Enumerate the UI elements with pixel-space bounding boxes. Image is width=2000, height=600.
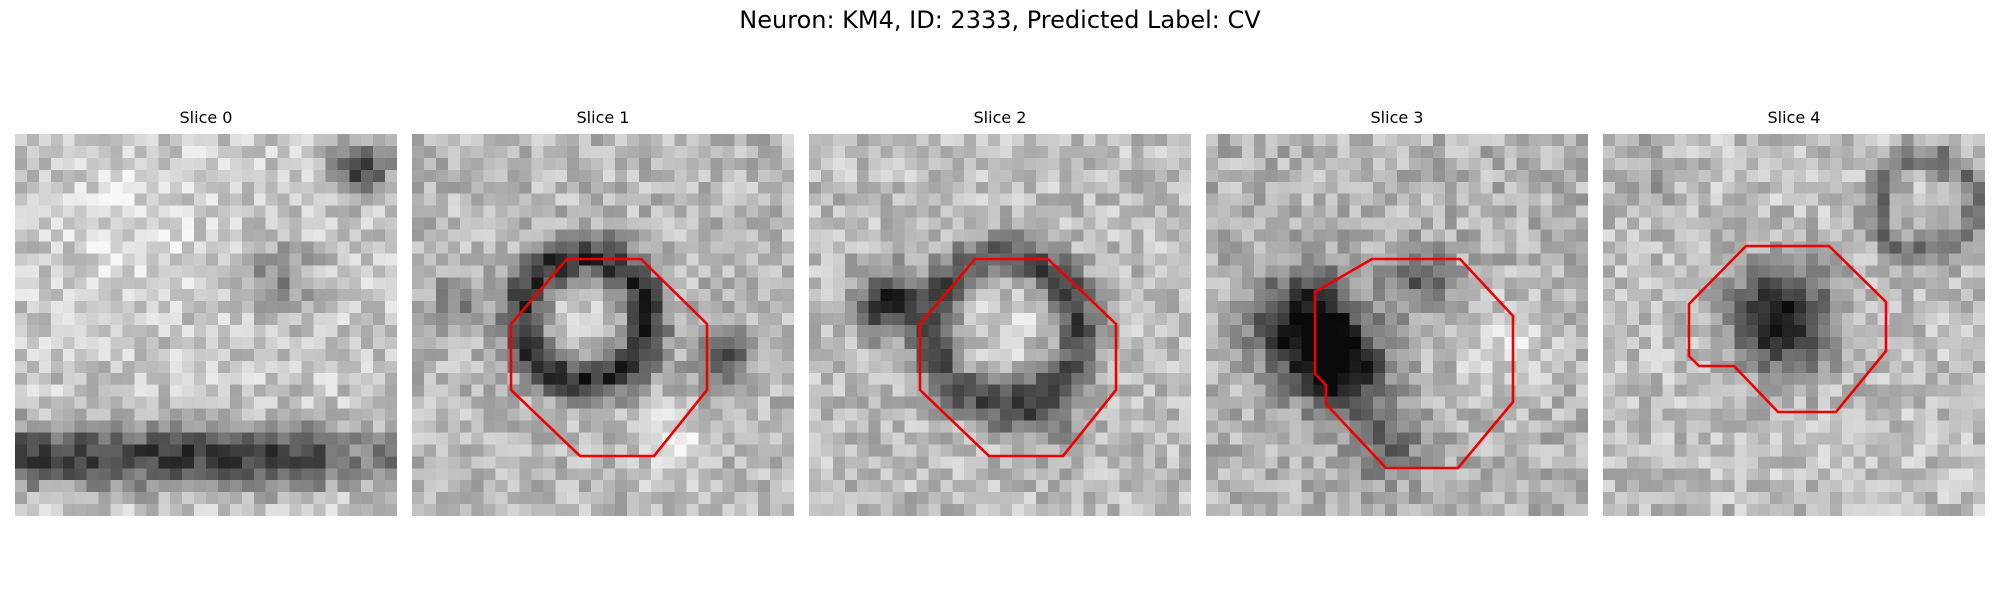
slice-title-2: Slice 2 bbox=[973, 108, 1027, 127]
slice-image-4 bbox=[1603, 134, 1985, 516]
slice-image-1 bbox=[412, 134, 794, 516]
roi-overlay-2 bbox=[918, 257, 1118, 458]
slice-image-2 bbox=[809, 134, 1191, 516]
roi-outline-2 bbox=[918, 257, 1118, 458]
slice-title-1: Slice 1 bbox=[576, 108, 630, 127]
roi-outline-1 bbox=[509, 257, 709, 458]
slice-title-4: Slice 4 bbox=[1767, 108, 1821, 127]
slice-image-0 bbox=[15, 134, 397, 516]
roi-overlay-4 bbox=[1687, 244, 1888, 414]
roi-outline-3 bbox=[1313, 257, 1515, 470]
slice-title-0: Slice 0 bbox=[179, 108, 233, 127]
slice-title-3: Slice 3 bbox=[1370, 108, 1424, 127]
roi-overlay-1 bbox=[509, 257, 709, 458]
roi-overlay-3 bbox=[1313, 257, 1515, 470]
roi-outline-4 bbox=[1687, 244, 1888, 414]
slice-image-3 bbox=[1206, 134, 1588, 516]
figure-title: Neuron: KM4, ID: 2333, Predicted Label: … bbox=[739, 6, 1261, 34]
